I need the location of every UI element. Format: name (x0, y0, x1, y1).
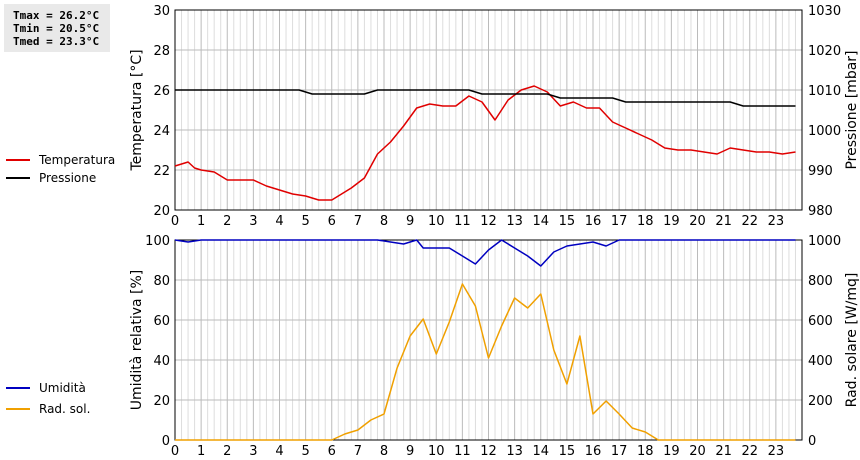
x-tick-label: 9 (406, 444, 414, 459)
y-axis-title: Umidità relativa [%] (129, 270, 145, 411)
series-line (174, 85, 796, 201)
y2-tick-label: 1000 (808, 124, 841, 139)
y-tick-label: 26 (153, 84, 170, 99)
x-tick-label: 14 (532, 214, 549, 229)
y2-tick-label: 600 (808, 314, 833, 329)
plot-frame (174, 239, 803, 441)
series-line (175, 89, 796, 107)
y-tick-label: 22 (153, 164, 170, 179)
x-tick-label: 3 (249, 444, 257, 459)
x-tick-label: 15 (559, 444, 576, 459)
x-tick-label: 0 (171, 444, 179, 459)
tmax-label: Tmax = 26.2°C (13, 9, 100, 22)
y2-tick-label: 1010 (808, 84, 841, 99)
chart-2: 0 1 2 3 4 5 6 7 8 9 10 11 12 13 14 15 16 17 18 19 20 21 22 2302… (6, 234, 860, 459)
y-tick-label: 40 (153, 354, 170, 369)
x-tick-label: 8 (380, 214, 388, 229)
x-tick-label: 2 (223, 444, 231, 459)
x-tick-label: 4 (275, 214, 283, 229)
x-tick-label: 9 (406, 214, 414, 229)
legend-label: Pressione (39, 171, 96, 185)
x-tick-label: 21 (715, 444, 732, 459)
x-tick-label: 11 (454, 444, 471, 459)
legend-label: Rad. sol. (39, 402, 90, 416)
y2-tick-label: 990 (808, 164, 833, 179)
x-tick-label: 23 (768, 444, 785, 459)
x-tick-label: 2 (223, 214, 231, 229)
y-tick-label: 80 (153, 274, 170, 289)
x-tick-label: 16 (585, 444, 602, 459)
y2-tick-label: 800 (808, 274, 833, 289)
y2-axis-title: Rad. solare [W/mq] (844, 273, 860, 408)
x-tick-label: 18 (637, 444, 654, 459)
legend-label: Umidità (39, 381, 86, 395)
chart-1: 0 1 2 3 4 5 6 7 8 9 10 11 12 13 14 15 16 17 18 19 20 21 22 2320… (6, 4, 860, 229)
y-tick-label: 0 (162, 434, 170, 449)
x-tick-label: 17 (611, 444, 628, 459)
x-tick-label: 1 (197, 214, 205, 229)
x-tick-label: 11 (454, 214, 471, 229)
plot-frame (174, 9, 803, 211)
y2-tick-label: 400 (808, 354, 833, 369)
y-axis-title: Temperatura [°C] (129, 49, 145, 171)
x-tick-label: 20 (689, 444, 706, 459)
x-tick-label: 3 (249, 214, 257, 229)
x-tick-label: 14 (532, 444, 549, 459)
x-tick-label: 0 (171, 214, 179, 229)
x-tick-label: 20 (689, 214, 706, 229)
y-tick-label: 20 (153, 204, 170, 219)
x-tick-label: 21 (715, 214, 732, 229)
x-tick-label: 16 (585, 214, 602, 229)
x-tick-label: 23 (768, 214, 785, 229)
y-tick-label: 20 (153, 394, 170, 409)
x-tick-label: 22 (741, 214, 758, 229)
x-tick-label: 10 (428, 444, 445, 459)
x-tick-label: 13 (506, 214, 523, 229)
legend-label: Temperatura (38, 153, 115, 167)
y2-axis-title: Pressione [mbar] (844, 50, 860, 169)
y-tick-label: 60 (153, 314, 170, 329)
y-tick-label: 24 (153, 124, 170, 139)
x-tick-label: 15 (559, 214, 576, 229)
x-tick-label: 7 (354, 214, 362, 229)
y-tick-label: 28 (153, 44, 170, 59)
y2-tick-label: 980 (808, 204, 833, 219)
y2-tick-label: 200 (808, 394, 833, 409)
x-tick-label: 19 (663, 444, 680, 459)
tmed-label: Tmed = 23.3°C (13, 35, 100, 48)
x-tick-label: 17 (611, 214, 628, 229)
x-tick-label: 19 (663, 214, 680, 229)
x-tick-label: 5 (301, 214, 309, 229)
x-tick-label: 6 (328, 214, 336, 229)
x-tick-label: 12 (480, 214, 497, 229)
x-tick-label: 13 (506, 444, 523, 459)
y2-tick-label: 0 (808, 434, 816, 449)
x-tick-label: 12 (480, 444, 497, 459)
x-tick-label: 1 (197, 444, 205, 459)
x-tick-label: 5 (301, 444, 309, 459)
x-tick-label: 18 (637, 214, 654, 229)
x-tick-label: 4 (275, 444, 283, 459)
tmin-label: Tmin = 20.5°C (13, 22, 100, 35)
stats-box: Tmax = 26.2°C Tmin = 20.5°C Tmed = 23.3°… (4, 4, 110, 52)
y2-tick-label: 1000 (808, 234, 841, 249)
x-tick-label: 10 (428, 214, 445, 229)
x-tick-label: 7 (354, 444, 362, 459)
x-tick-label: 22 (741, 444, 758, 459)
y-tick-label: 30 (153, 4, 170, 19)
series-line (174, 239, 796, 267)
y-tick-label: 100 (145, 234, 170, 249)
x-tick-label: 8 (380, 444, 388, 459)
y2-tick-label: 1020 (808, 44, 841, 59)
series-line (175, 283, 796, 441)
y2-tick-label: 1030 (808, 4, 841, 19)
x-tick-label: 6 (328, 444, 336, 459)
